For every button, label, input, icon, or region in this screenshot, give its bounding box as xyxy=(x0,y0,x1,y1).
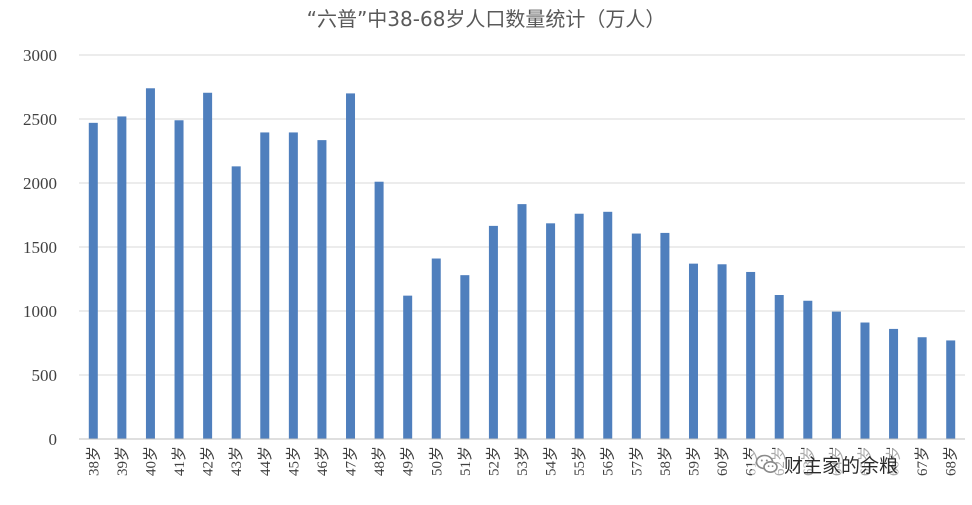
bar xyxy=(831,311,841,439)
watermark: 财主家的余粮 xyxy=(752,449,902,479)
y-tick-label: 2500 xyxy=(23,110,57,129)
x-tick-label: 54岁 xyxy=(543,446,560,476)
bar xyxy=(488,225,498,439)
bar xyxy=(346,93,356,440)
x-tick-label: 42岁 xyxy=(200,446,217,476)
y-tick-label: 2000 xyxy=(23,174,57,193)
y-axis-ticks: 0 500 1000 1500 2000 2500 3000 xyxy=(23,46,57,449)
bar xyxy=(860,322,870,439)
x-tick-label: 51岁 xyxy=(457,446,474,476)
y-tick-label: 3000 xyxy=(23,46,57,65)
x-tick-label: 68岁 xyxy=(943,446,960,476)
bar xyxy=(88,122,98,439)
bar xyxy=(546,223,556,439)
x-tick-label: 59岁 xyxy=(685,446,702,476)
bar xyxy=(889,328,899,439)
bar xyxy=(517,204,527,439)
bar xyxy=(574,213,584,439)
bar xyxy=(631,233,641,439)
x-tick-label: 43岁 xyxy=(228,446,245,476)
x-tick-label: 38岁 xyxy=(85,446,102,476)
chart-title: “六普”中38-68岁人口数量统计（万人） xyxy=(307,7,666,31)
bar xyxy=(317,140,327,439)
bar xyxy=(231,166,241,440)
y-tick-label: 0 xyxy=(49,430,58,449)
bar xyxy=(403,295,413,439)
bar xyxy=(774,295,784,439)
x-tick-label: 41岁 xyxy=(171,446,188,476)
x-tick-label: 45岁 xyxy=(285,446,302,476)
bar xyxy=(917,337,927,439)
x-tick-label: 50岁 xyxy=(428,446,445,476)
y-tick-label: 500 xyxy=(32,366,58,385)
bar xyxy=(203,92,213,439)
bar xyxy=(660,232,670,439)
bar xyxy=(460,275,470,439)
x-tick-label: 47岁 xyxy=(343,446,360,476)
bar xyxy=(803,300,813,439)
bar xyxy=(717,264,727,439)
x-tick-label: 58岁 xyxy=(657,446,674,476)
x-tick-label: 67岁 xyxy=(914,446,931,476)
bar xyxy=(174,120,184,439)
watermark-text: 财主家的余粮 xyxy=(784,454,899,477)
x-tick-label: 44岁 xyxy=(257,446,274,476)
bars xyxy=(88,88,956,440)
x-tick-label: 53岁 xyxy=(514,446,531,476)
x-tick-label: 48岁 xyxy=(371,446,388,476)
x-tick-label: 55岁 xyxy=(571,446,588,476)
x-tick-label: 60岁 xyxy=(714,446,731,476)
bar xyxy=(603,211,613,439)
x-tick-label: 39岁 xyxy=(114,446,131,476)
x-tick-label: 56岁 xyxy=(600,446,617,476)
bar xyxy=(117,116,127,439)
y-tick-label: 1000 xyxy=(23,302,57,321)
x-tick-label: 46岁 xyxy=(314,446,331,476)
bar xyxy=(145,88,155,439)
bar xyxy=(288,132,298,439)
x-tick-label: 40岁 xyxy=(142,446,159,476)
bar xyxy=(431,258,441,439)
wechat-icon xyxy=(755,454,778,473)
x-tick-label: 49岁 xyxy=(400,446,417,476)
bar xyxy=(946,340,956,439)
x-tick-label: 57岁 xyxy=(628,446,645,476)
y-tick-label: 1500 xyxy=(23,238,57,257)
bar xyxy=(374,181,384,439)
x-tick-label: 52岁 xyxy=(485,446,502,476)
bar xyxy=(746,271,756,439)
bar xyxy=(260,132,270,439)
bar xyxy=(688,263,698,439)
